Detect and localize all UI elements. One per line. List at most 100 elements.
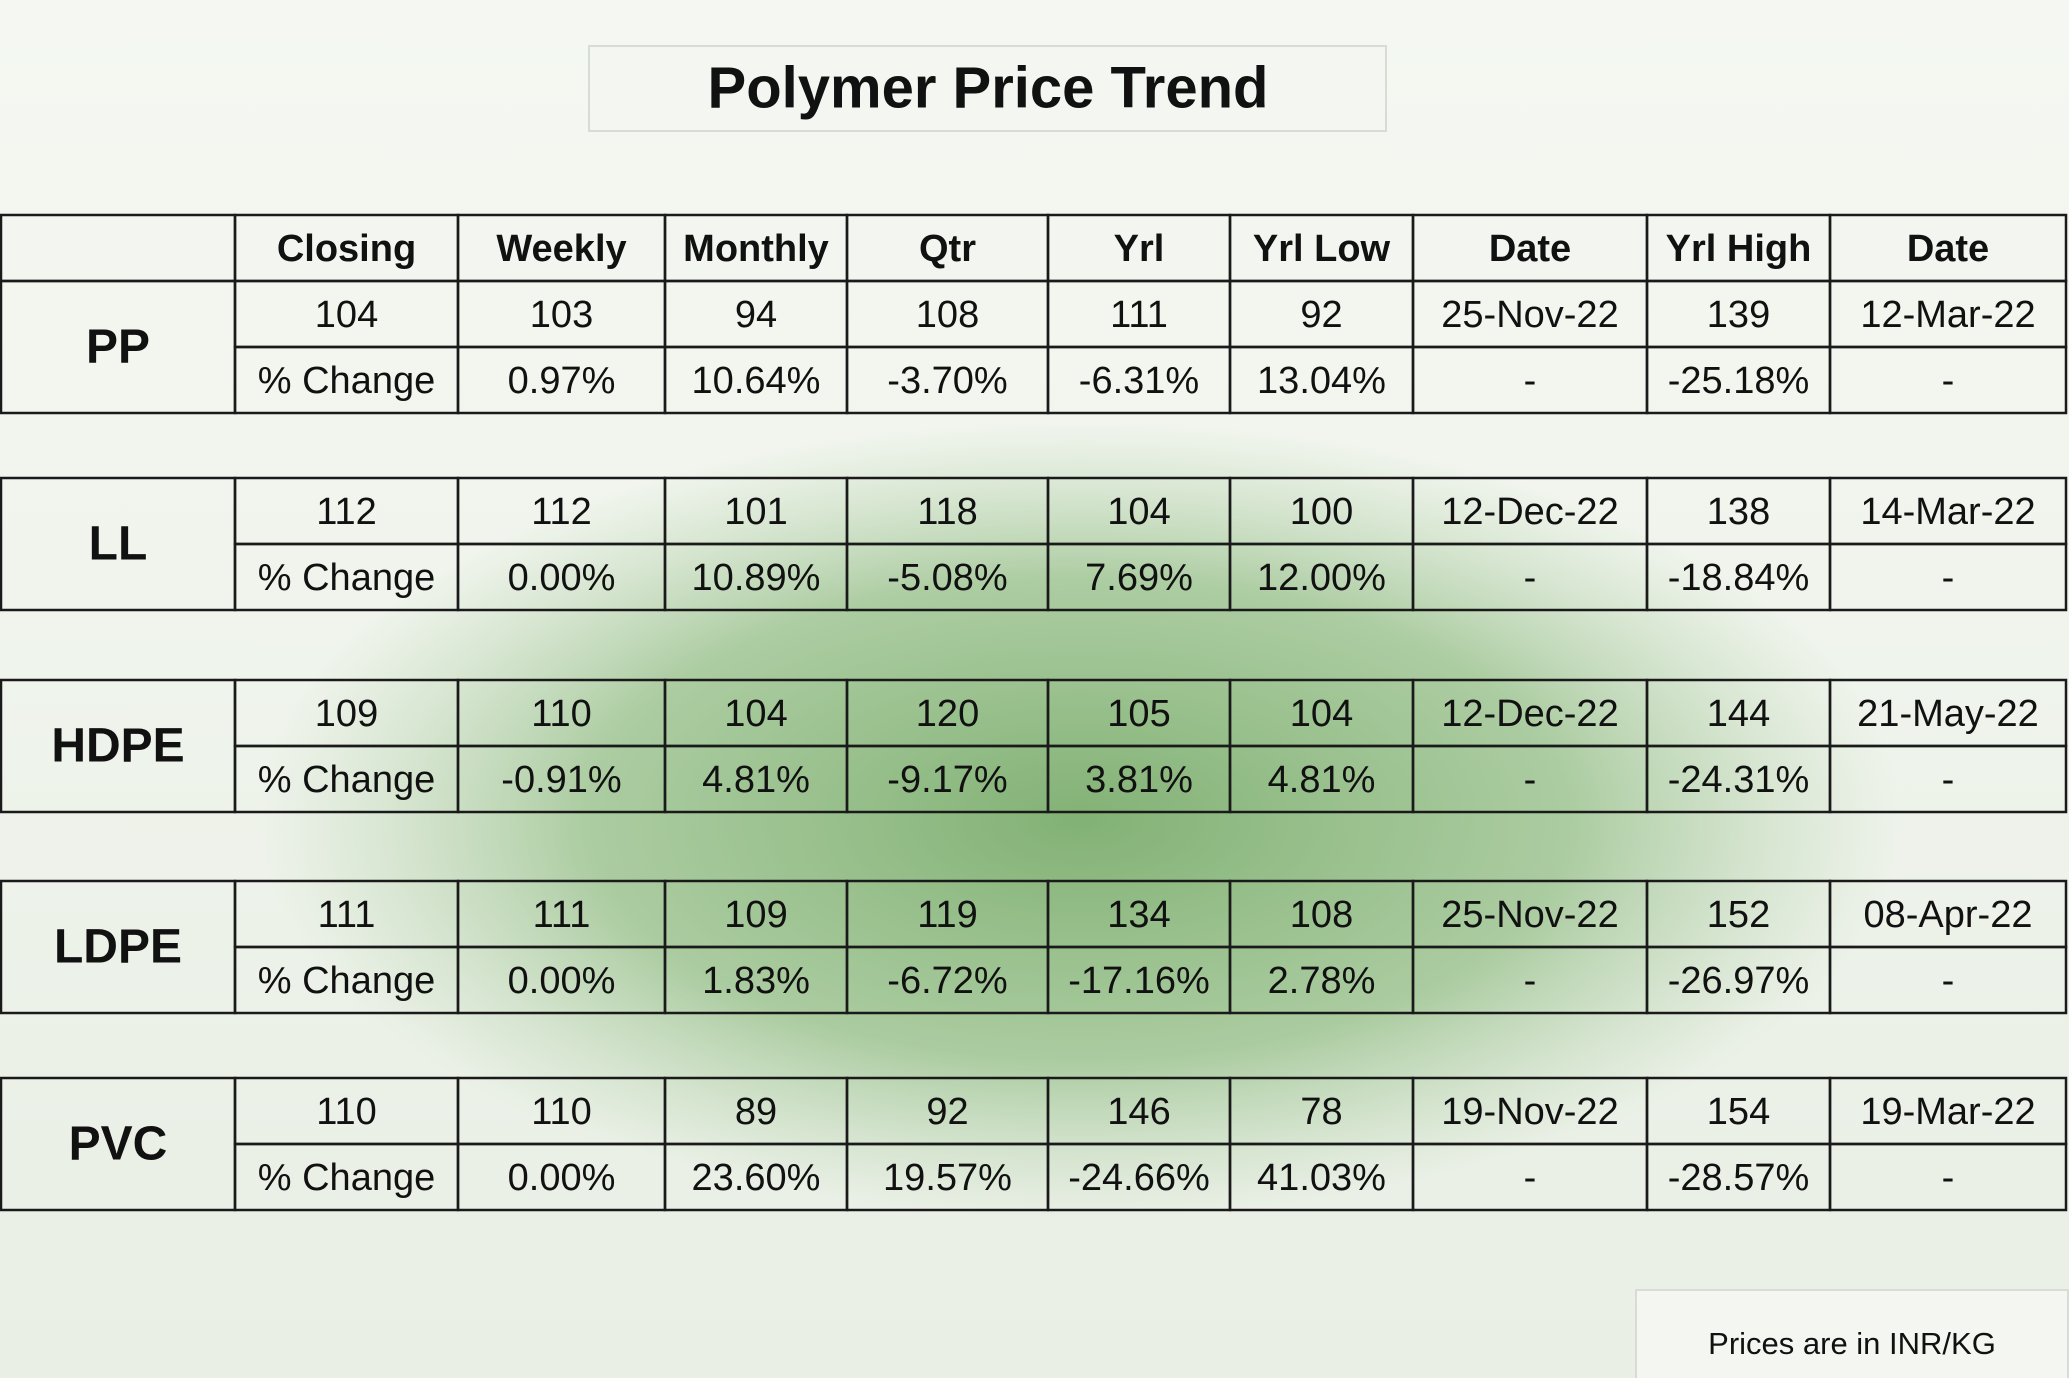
polymer-name: HDPE [51, 720, 184, 773]
change-cell: - [1942, 1157, 1955, 1199]
change-cell: 19.57% [883, 1157, 1012, 1199]
change-cell: 2.78% [1268, 960, 1376, 1002]
change-cell: - [1942, 759, 1955, 801]
price-cell: 112 [531, 491, 592, 533]
change-cell: -18.84% [1668, 557, 1810, 599]
polymer-name: LDPE [54, 921, 182, 974]
price-cell: 14-Mar-22 [1860, 491, 2035, 533]
cell [1828, 945, 2068, 1015]
cell [1828, 345, 2068, 415]
price-cell: 118 [917, 491, 978, 533]
change-cell: - [1524, 557, 1537, 599]
price-cell: 104 [1107, 491, 1170, 533]
price-cell: 138 [1707, 491, 1770, 533]
polymer-name: LL [89, 518, 148, 571]
price-cell: 111 [318, 894, 376, 936]
price-cell: 100 [1290, 491, 1353, 533]
column-header: Date [1489, 228, 1571, 270]
change-cell: - [1942, 557, 1955, 599]
change-cell: - [1524, 960, 1537, 1002]
change-cell: -17.16% [1068, 960, 1210, 1002]
price-cell: 19-Mar-22 [1860, 1091, 2035, 1133]
column-header: Monthly [683, 228, 829, 270]
price-cell: 154 [1707, 1091, 1770, 1133]
note: Prices are in INR/KG [1708, 1326, 1996, 1361]
change-cell: 41.03% [1257, 1157, 1386, 1199]
change-cell: 4.81% [1268, 759, 1376, 801]
column-header: Closing [277, 228, 416, 270]
price-cell: 108 [1290, 894, 1353, 936]
change-cell: -0.91% [501, 759, 621, 801]
change-cell: - [1942, 960, 1955, 1002]
change-cell: 12.00% [1257, 557, 1386, 599]
cell [1828, 744, 2068, 814]
column-header: Qtr [919, 228, 976, 270]
price-cell: 25-Nov-22 [1441, 294, 1618, 336]
change-cell: - [1524, 1157, 1537, 1199]
price-cell: 104 [315, 294, 378, 336]
note-box [1635, 1289, 2069, 1378]
price-cell: 104 [724, 693, 787, 735]
change-cell: 7.69% [1085, 557, 1193, 599]
price-cell: 109 [315, 693, 378, 735]
price-cell: 101 [724, 491, 787, 533]
price-cell: 152 [1707, 894, 1770, 936]
price-cell: 120 [916, 693, 979, 735]
change-cell: - [1524, 360, 1537, 402]
change-cell: -6.31% [1079, 360, 1199, 402]
change-cell: 0.97% [508, 360, 616, 402]
price-cell: 110 [531, 1091, 592, 1133]
change-cell: - [1524, 759, 1537, 801]
price-cell: 109 [724, 894, 787, 936]
price-cell: 103 [530, 294, 593, 336]
price-cell: 12-Dec-22 [1441, 693, 1618, 735]
price-cell: 92 [926, 1091, 968, 1133]
change-cell: 0.00% [508, 960, 616, 1002]
price-cell: 25-Nov-22 [1441, 894, 1618, 936]
polymer-name: PVC [69, 1118, 168, 1171]
price-cell: 112 [316, 491, 377, 533]
change-cell: -24.66% [1068, 1157, 1210, 1199]
change-cell: 10.89% [692, 557, 821, 599]
change-cell: 4.81% [702, 759, 810, 801]
pellet-pile [260, 420, 1900, 1220]
change-cell: 3.81% [1085, 759, 1193, 801]
change-cell: -3.70% [887, 360, 1007, 402]
change-cell: % Change [258, 759, 435, 801]
price-cell: 110 [531, 693, 592, 735]
price-cell: 105 [1107, 693, 1170, 735]
change-cell: 10.64% [692, 360, 821, 402]
change-cell: - [1942, 360, 1955, 402]
price-cell: 111 [1110, 294, 1168, 336]
change-cell: % Change [258, 960, 435, 1002]
change-cell: -5.08% [887, 557, 1007, 599]
change-cell: 1.83% [702, 960, 810, 1002]
price-cell: 12-Mar-22 [1860, 294, 2035, 336]
price-cell: 78 [1300, 1091, 1342, 1133]
price-cell: 139 [1707, 294, 1770, 336]
change-cell: 13.04% [1257, 360, 1386, 402]
price-cell: 144 [1707, 693, 1770, 735]
price-cell: 104 [1290, 693, 1353, 735]
price-cell: 94 [735, 294, 777, 336]
title: Polymer Price Trend [708, 55, 1269, 120]
cell [1828, 542, 2068, 612]
column-header: Date [1907, 228, 1989, 270]
change-cell: % Change [258, 1157, 435, 1199]
change-cell: -9.17% [887, 759, 1007, 801]
change-cell: -28.57% [1668, 1157, 1810, 1199]
change-cell: -6.72% [887, 960, 1007, 1002]
column-header: Weekly [496, 228, 626, 270]
change-cell: 0.00% [508, 557, 616, 599]
price-cell: 134 [1107, 894, 1170, 936]
price-cell: 119 [917, 894, 978, 936]
title-box [588, 45, 1387, 132]
change-cell: -25.18% [1668, 360, 1810, 402]
price-cell: 108 [916, 294, 979, 336]
price-cell: 19-Nov-22 [1441, 1091, 1618, 1133]
price-cell: 110 [316, 1091, 377, 1133]
change-cell: -26.97% [1668, 960, 1810, 1002]
price-cell: 12-Dec-22 [1441, 491, 1618, 533]
